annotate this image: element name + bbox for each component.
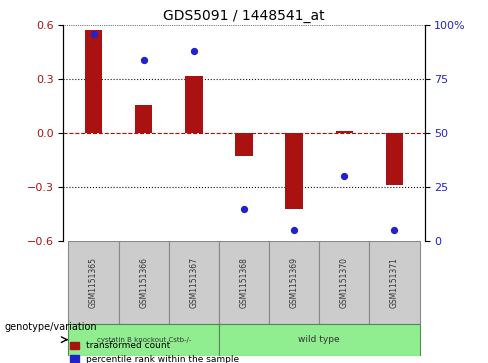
- Bar: [135, 105, 152, 133]
- Text: GSM1151370: GSM1151370: [340, 257, 349, 308]
- Point: [390, 227, 398, 233]
- Bar: [285, 133, 303, 208]
- Title: GDS5091 / 1448541_at: GDS5091 / 1448541_at: [163, 9, 325, 23]
- Bar: [386, 133, 403, 185]
- FancyBboxPatch shape: [119, 241, 169, 323]
- Point: [240, 205, 248, 211]
- Bar: [235, 133, 253, 156]
- Text: GSM1151369: GSM1151369: [290, 257, 299, 308]
- Bar: [185, 76, 203, 133]
- Text: genotype/variation: genotype/variation: [5, 322, 98, 332]
- FancyBboxPatch shape: [219, 323, 420, 356]
- Point: [290, 227, 298, 233]
- FancyBboxPatch shape: [68, 241, 119, 323]
- Text: GSM1151368: GSM1151368: [240, 257, 248, 308]
- Bar: [85, 30, 102, 133]
- FancyBboxPatch shape: [169, 241, 219, 323]
- Text: cystatin B knockout Cstb-/-: cystatin B knockout Cstb-/-: [97, 337, 191, 343]
- Point: [140, 57, 147, 63]
- Text: GSM1151365: GSM1151365: [89, 257, 98, 308]
- Point: [341, 173, 348, 179]
- Point: [190, 48, 198, 54]
- FancyBboxPatch shape: [219, 241, 269, 323]
- FancyBboxPatch shape: [269, 241, 319, 323]
- Text: wild type: wild type: [299, 335, 340, 344]
- Bar: [336, 131, 353, 133]
- Point: [90, 31, 98, 37]
- Text: GSM1151371: GSM1151371: [390, 257, 399, 308]
- Text: GSM1151366: GSM1151366: [139, 257, 148, 308]
- FancyBboxPatch shape: [68, 323, 219, 356]
- Text: GSM1151367: GSM1151367: [189, 257, 198, 308]
- FancyBboxPatch shape: [319, 241, 369, 323]
- FancyBboxPatch shape: [369, 241, 420, 323]
- Legend: transformed count, percentile rank within the sample: transformed count, percentile rank withi…: [68, 340, 241, 363]
